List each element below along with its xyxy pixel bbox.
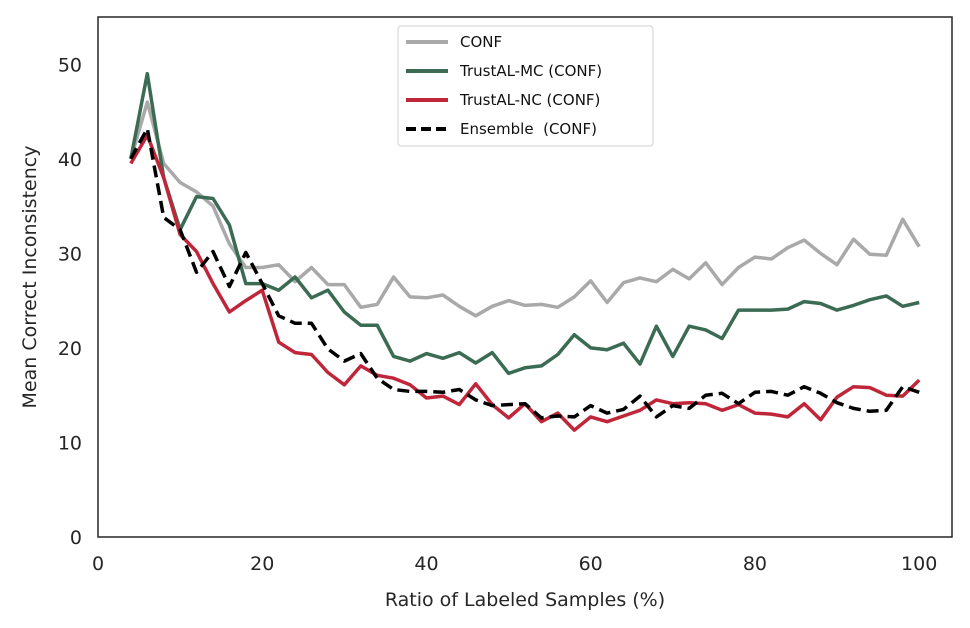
legend-label-ensemble: Ensemble (CONF) [460, 120, 597, 138]
x-axis-label: Ratio of Labeled Samples (%) [385, 589, 665, 611]
x-tick-label: 0 [92, 553, 104, 575]
legend-box [397, 25, 654, 147]
y-tick-label: 10 [58, 432, 82, 454]
y-tick-label: 50 [58, 54, 82, 76]
y-tick-label: 30 [58, 243, 82, 265]
series-line-0 [129, 100, 921, 318]
legend-label-trustal-nc: TrustAL-NC (CONF) [459, 91, 600, 109]
x-tick-label: 80 [743, 553, 767, 575]
x-tick-label: 40 [414, 553, 438, 575]
legend: CONF TrustAL-MC (CONF) TrustAL-NC (CONF)… [397, 25, 654, 147]
x-tick-labels: 0 20 40 60 80 100 [92, 553, 937, 575]
legend-label-conf: CONF [460, 33, 502, 51]
y-tick-label: 0 [70, 527, 82, 549]
plot-frame [97, 16, 953, 538]
x-tick-label: 20 [250, 553, 274, 575]
y-tick-labels: 0 10 20 30 40 50 [58, 54, 82, 549]
y-tick-label: 40 [58, 149, 82, 171]
series-layer [129, 71, 921, 432]
x-tick-label: 100 [901, 553, 937, 575]
x-tick-label: 60 [579, 553, 603, 575]
y-axis-label: Mean Correct Inconsistency [19, 146, 41, 409]
legend-label-trustal-mc: TrustAL-MC (CONF) [459, 62, 602, 80]
series-line-3 [129, 126, 920, 420]
y-tick-label: 20 [58, 338, 82, 360]
